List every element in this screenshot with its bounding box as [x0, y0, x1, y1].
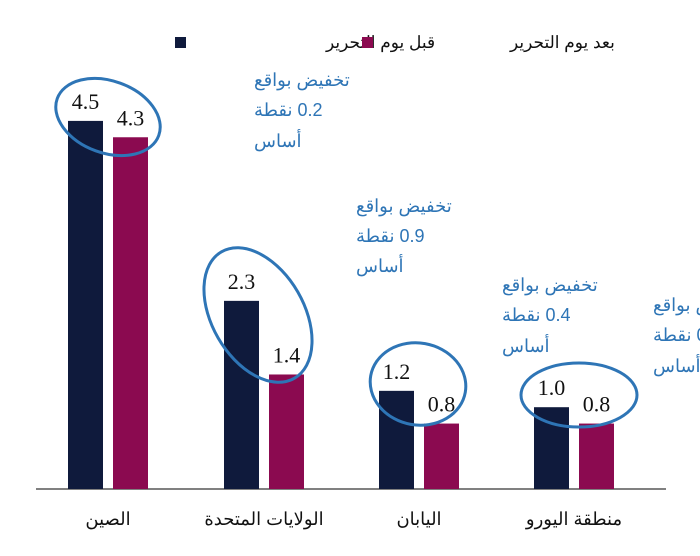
annotation-1-line-3: أساس [254, 129, 302, 152]
bar-2-2 [269, 374, 304, 489]
value-label-4-1: 1.0 [538, 375, 566, 400]
value-label-2-2: 1.4 [273, 342, 301, 367]
bar-1-2 [113, 137, 148, 489]
highlight-ellipse-4 [519, 361, 639, 429]
value-label-1-1: 4.5 [72, 89, 100, 114]
value-label-3-2: 0.8 [428, 392, 456, 417]
annotation-2-line-2: 0.9 نقطة [356, 226, 425, 246]
annotation-2-line-1: تخفيض بواقع [356, 196, 452, 217]
annotation-4-line-2: 0.2 نقطة [653, 325, 700, 345]
legend-label-2: بعد يوم التحرير [509, 33, 615, 53]
annotation-1-line-2: 0.2 نقطة [254, 100, 323, 120]
category-label-1: الصين [85, 509, 130, 530]
bar-3-1 [379, 390, 414, 489]
bar-4-2 [579, 423, 614, 489]
value-label-3-1: 1.2 [383, 359, 411, 384]
category-label-2: الولايات المتحدة [204, 509, 323, 530]
annotation-3-line-3: أساس [502, 334, 550, 357]
value-label-4-2: 0.8 [583, 392, 611, 417]
legend-swatch-2 [362, 37, 373, 48]
legend-label-1: قبل يوم التحرير [325, 33, 435, 53]
value-label-2-1: 2.3 [228, 269, 256, 294]
bar-1-1 [68, 120, 103, 490]
bar-3-2 [424, 423, 459, 489]
bar-4-1 [534, 407, 569, 489]
highlight-ellipse-2 [202, 246, 314, 384]
highlight-ellipse-3 [368, 341, 468, 427]
legend-swatch-1 [175, 37, 186, 48]
category-label-4: منطقة اليورو [525, 509, 622, 530]
annotation-4-line-1: تخفيض بواقع [653, 295, 700, 316]
annotation-3-line-2: 0.4 نقطة [502, 305, 571, 325]
annotation-4-line-3: أساس [653, 354, 700, 377]
highlight-ellipse-1 [54, 76, 162, 158]
category-label-3: اليابان [396, 509, 441, 529]
value-label-1-2: 4.3 [117, 105, 145, 130]
annotation-2-line-3: أساس [356, 254, 404, 277]
annotation-3-line-1: تخفيض بواقع [502, 275, 598, 296]
annotation-1-line-1: تخفيض بواقع [254, 70, 350, 91]
bar-2-1 [224, 300, 259, 489]
